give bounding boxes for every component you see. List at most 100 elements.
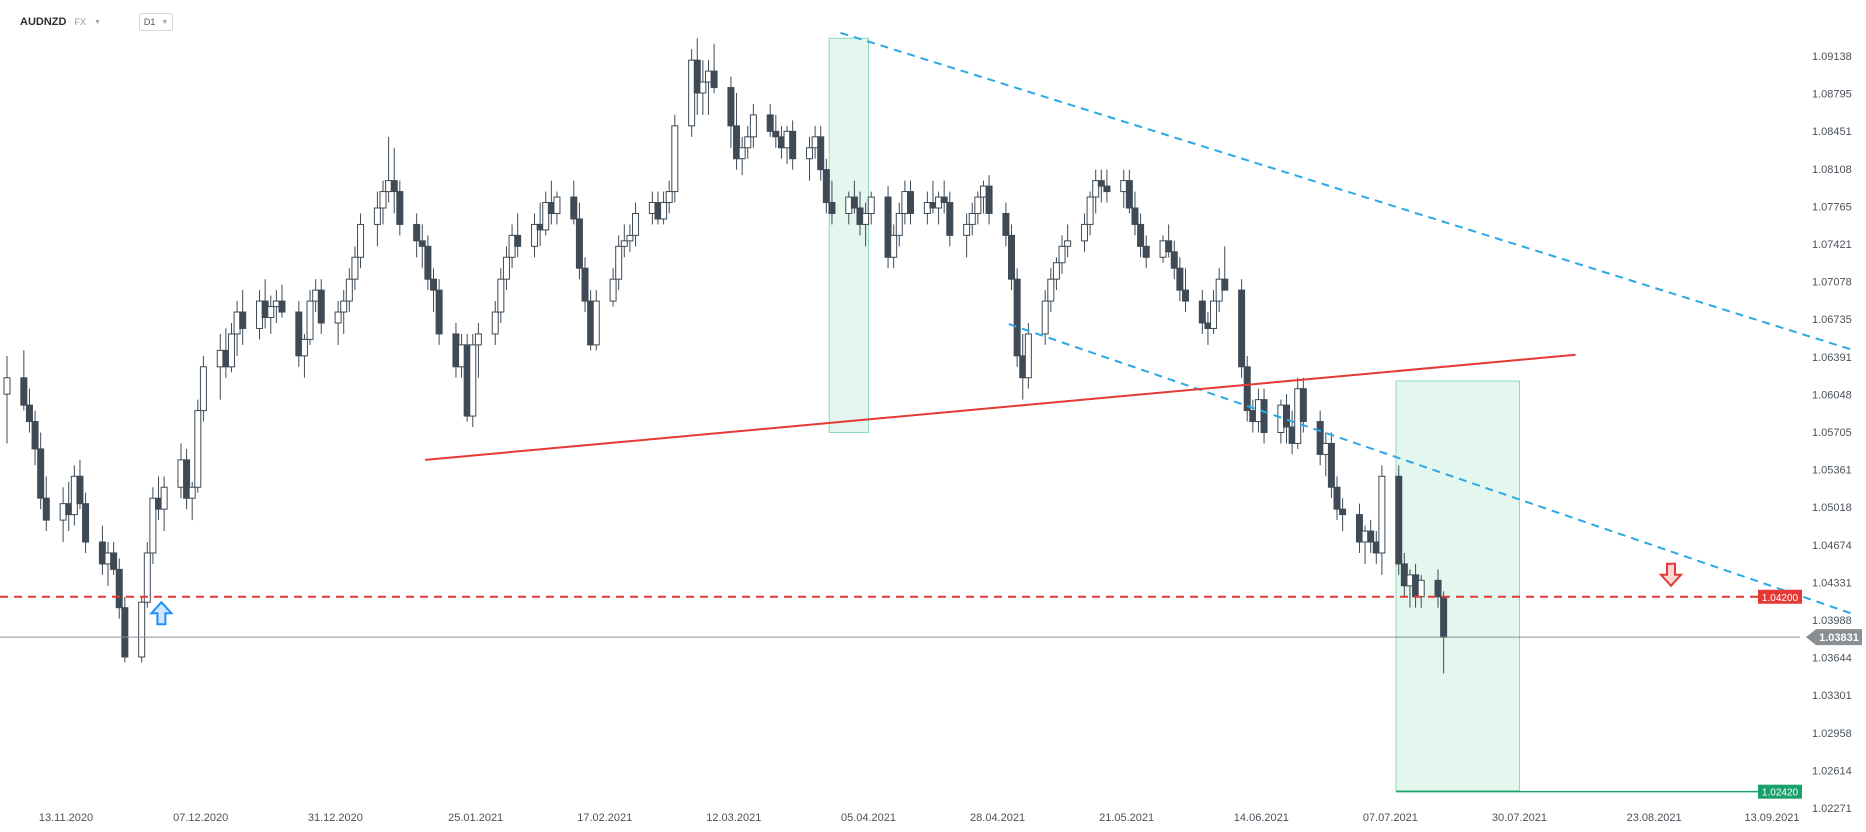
y-tick-label: 1.09138: [1812, 51, 1852, 63]
candle-body: [710, 70, 718, 89]
y-tick-label: 1.08451: [1812, 126, 1852, 138]
candle-body: [216, 349, 224, 368]
candle-body: [671, 125, 679, 193]
candle-body: [1181, 289, 1189, 302]
market-label: FX: [74, 17, 86, 27]
candle-body: [665, 191, 673, 204]
candle-body: [648, 202, 656, 214]
candle-body: [688, 59, 696, 127]
y-tick-label: 1.08108: [1812, 164, 1852, 176]
candle-body: [76, 475, 84, 505]
candle-body: [1137, 223, 1145, 247]
candle-body: [1047, 278, 1055, 302]
x-tick-label: 23.08.2021: [1627, 812, 1682, 824]
arrow-up-icon: [149, 600, 174, 626]
candle-body: [70, 475, 78, 516]
candle-body: [104, 552, 112, 565]
candle-body: [1400, 563, 1408, 587]
candle-body: [660, 202, 668, 220]
candle-body: [1103, 185, 1111, 193]
candle-body: [575, 218, 583, 269]
candle-body: [25, 404, 33, 423]
candle-body: [390, 180, 398, 193]
candle-body: [828, 202, 836, 214]
y-tick-label: 1.02614: [1812, 765, 1852, 777]
caret-down-icon[interactable]: ▼: [93, 18, 101, 26]
candle-body: [334, 311, 342, 324]
candle-body: [1086, 196, 1094, 225]
candle-body: [1008, 234, 1016, 280]
candle-body: [805, 147, 813, 160]
candle-body: [514, 234, 522, 247]
candle-body: [3, 377, 11, 395]
candle-body: [98, 541, 106, 565]
candle-body: [418, 240, 426, 247]
candle-body: [1260, 399, 1268, 433]
candle-body: [351, 256, 359, 280]
candle-body: [1080, 223, 1088, 242]
y-tick-label: 1.08795: [1812, 89, 1852, 101]
timeframe-select[interactable]: D1 ▼: [138, 13, 174, 31]
candle-body: [963, 223, 971, 236]
candle-body: [940, 196, 948, 204]
candle-body: [300, 338, 308, 357]
candle-body: [424, 245, 432, 280]
candle-body: [1170, 251, 1178, 269]
candle-body: [227, 333, 235, 368]
candle-body: [1440, 596, 1448, 638]
candle-body: [923, 202, 931, 214]
y-tick-label: 1.06735: [1812, 314, 1852, 326]
y-tick-label: 1.06391: [1812, 352, 1852, 364]
x-tick-label: 05.04.2021: [841, 812, 896, 824]
candle-body: [1339, 508, 1347, 516]
candle-body: [1002, 212, 1010, 236]
candle-body: [727, 87, 735, 127]
candle-body: [553, 196, 561, 214]
candle-body: [1165, 240, 1173, 253]
candle-body: [1198, 300, 1206, 324]
candle-body: [317, 289, 325, 324]
candle-body: [1322, 442, 1330, 455]
dashed-trendline[interactable]: [840, 31, 1851, 351]
current-price-tag-bg: [1806, 629, 1862, 646]
candle-body: [884, 196, 892, 258]
candle-body: [1412, 574, 1420, 598]
candle-body: [1210, 300, 1218, 329]
y-tick-label: 1.05018: [1812, 502, 1852, 514]
candle-body: [1159, 240, 1167, 258]
candle-body: [822, 169, 830, 204]
y-tick-label: 1.07765: [1812, 201, 1852, 213]
candle-body: [783, 130, 791, 149]
candle-body: [20, 377, 28, 406]
candle-body: [1064, 240, 1072, 247]
neckline-trendline[interactable]: [425, 353, 1576, 461]
candle-body: [233, 311, 241, 335]
candle-body: [435, 289, 443, 335]
arrow-down-icon: [1658, 562, 1684, 588]
x-tick-label: 25.01.2021: [448, 812, 503, 824]
y-tick-label: 1.05361: [1812, 465, 1852, 477]
symbol-label[interactable]: AUDNZD: [20, 16, 67, 28]
x-tick-label: 13.11.2020: [39, 812, 93, 824]
y-tick-label: 1.03988: [1812, 615, 1852, 627]
candle-body: [862, 212, 870, 225]
candle-body: [379, 191, 387, 209]
y-tick-label: 1.07421: [1812, 239, 1852, 251]
y-tick-label: 1.04674: [1812, 540, 1852, 552]
candle-body: [373, 207, 381, 225]
candle-body: [278, 300, 286, 313]
candle-body: [458, 344, 466, 368]
candle-body: [749, 114, 757, 138]
candle-body: [811, 136, 819, 149]
candle-body: [1238, 289, 1246, 368]
candle-body: [149, 497, 157, 554]
candle-body: [42, 497, 50, 521]
candle-body: [138, 601, 146, 658]
candle-body: [452, 333, 460, 368]
candle-body: [946, 202, 954, 236]
candle-body: [693, 59, 701, 94]
candle-body: [901, 191, 909, 214]
candle-body: [536, 223, 544, 231]
candle-body: [1092, 180, 1100, 198]
